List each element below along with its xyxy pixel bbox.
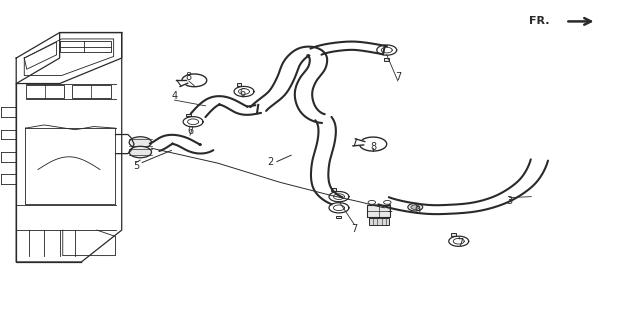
Text: 8: 8: [370, 142, 376, 152]
Text: 7: 7: [395, 72, 401, 82]
Text: 4: 4: [172, 91, 177, 101]
Text: 1: 1: [388, 204, 394, 214]
Bar: [332, 188, 337, 191]
Text: 7: 7: [351, 223, 358, 234]
Circle shape: [384, 200, 391, 204]
Circle shape: [368, 200, 376, 204]
Bar: [384, 58, 389, 61]
Bar: [337, 216, 341, 219]
Text: 6: 6: [187, 126, 193, 136]
Bar: [236, 83, 241, 86]
Text: FR.: FR.: [529, 16, 550, 27]
Text: 8: 8: [186, 72, 192, 82]
Text: 9: 9: [415, 206, 421, 216]
Text: 7: 7: [457, 238, 463, 248]
Circle shape: [129, 137, 152, 148]
Circle shape: [129, 146, 152, 158]
Text: 2: 2: [267, 156, 274, 167]
Bar: [185, 114, 190, 116]
Circle shape: [411, 205, 420, 209]
Bar: [451, 233, 456, 236]
Bar: [367, 204, 391, 217]
Text: 5: 5: [133, 161, 139, 172]
Circle shape: [408, 203, 423, 211]
Text: 3: 3: [506, 196, 513, 206]
Bar: [369, 218, 389, 225]
Bar: [72, 85, 111, 98]
Bar: [26, 85, 64, 98]
Text: 6: 6: [239, 88, 246, 98]
